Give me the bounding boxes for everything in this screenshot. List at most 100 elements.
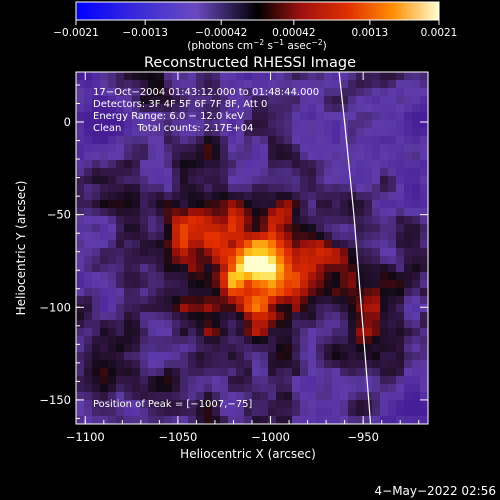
heatmap-cell bbox=[244, 144, 253, 153]
heatmap-cell bbox=[340, 88, 349, 97]
heatmap-cell bbox=[92, 192, 101, 201]
heatmap-cell bbox=[252, 104, 261, 113]
heatmap-cell bbox=[316, 216, 325, 225]
heatmap-cell bbox=[180, 160, 189, 169]
heatmap-cell bbox=[308, 280, 317, 289]
heatmap-cell bbox=[260, 384, 269, 393]
heatmap-cell bbox=[164, 344, 173, 353]
heatmap-cell bbox=[268, 312, 277, 321]
heatmap-cell bbox=[244, 120, 253, 129]
heatmap-cell bbox=[284, 280, 293, 289]
heatmap-cell bbox=[268, 216, 277, 225]
heatmap-cell bbox=[140, 360, 149, 369]
heatmap-cell bbox=[244, 160, 253, 169]
heatmap-cell bbox=[308, 360, 317, 369]
heatmap-cell bbox=[108, 160, 117, 169]
heatmap-cell bbox=[348, 256, 357, 265]
heatmap-cell bbox=[284, 384, 293, 393]
heatmap-cell bbox=[404, 128, 413, 137]
heatmap-cell bbox=[132, 264, 141, 273]
heatmap-cell bbox=[252, 200, 261, 209]
heatmap-cell bbox=[260, 368, 269, 377]
heatmap-cell bbox=[76, 136, 85, 145]
heatmap-cell bbox=[292, 312, 301, 321]
heatmap-cell bbox=[196, 408, 205, 417]
heatmap-cell bbox=[388, 192, 397, 201]
heatmap-cell bbox=[148, 104, 157, 113]
heatmap-cell bbox=[420, 104, 428, 113]
heatmap-cell bbox=[140, 400, 149, 409]
heatmap-cell bbox=[236, 304, 245, 313]
heatmap-cell bbox=[148, 280, 157, 289]
heatmap-cell bbox=[292, 256, 301, 265]
heatmap-cell bbox=[300, 104, 309, 113]
heatmap-cell bbox=[92, 400, 101, 409]
heatmap-cell bbox=[132, 360, 141, 369]
heatmap-cell bbox=[252, 72, 261, 81]
heatmap-cell bbox=[244, 336, 253, 345]
heatmap-cell bbox=[316, 408, 325, 417]
heatmap-cell bbox=[84, 248, 93, 257]
heatmap-cell bbox=[116, 352, 125, 361]
heatmap-cell bbox=[388, 136, 397, 145]
heatmap-cell bbox=[404, 232, 413, 241]
heatmap-cell bbox=[396, 184, 405, 193]
heatmap-cell bbox=[340, 184, 349, 193]
heatmap-cell bbox=[284, 136, 293, 145]
heatmap-cell bbox=[324, 88, 333, 97]
heatmap-cell bbox=[148, 88, 157, 97]
heatmap-cell bbox=[228, 344, 237, 353]
heatmap-cell bbox=[276, 176, 285, 185]
heatmap-cell bbox=[348, 240, 357, 249]
heatmap-cell bbox=[196, 288, 205, 297]
heatmap-cell bbox=[292, 160, 301, 169]
heatmap-cell bbox=[364, 216, 373, 225]
heatmap-cell bbox=[212, 248, 221, 257]
heatmap-cell bbox=[284, 368, 293, 377]
heatmap-cell bbox=[340, 80, 349, 89]
heatmap-cell bbox=[164, 352, 173, 361]
heatmap-cell bbox=[84, 296, 93, 305]
heatmap-cell bbox=[396, 368, 405, 377]
heatmap-cell bbox=[180, 128, 189, 137]
heatmap-cell bbox=[140, 248, 149, 257]
heatmap-cell bbox=[372, 176, 381, 185]
heatmap-cell bbox=[212, 200, 221, 209]
heatmap-cell bbox=[204, 224, 213, 233]
heatmap-cell bbox=[268, 416, 277, 424]
heatmap-cell bbox=[420, 368, 428, 377]
heatmap-cell bbox=[364, 376, 373, 385]
heatmap-cell bbox=[276, 184, 285, 193]
heatmap-cell bbox=[420, 256, 428, 265]
heatmap-cell bbox=[412, 120, 421, 129]
heatmap-cell bbox=[260, 272, 269, 281]
heatmap-cell bbox=[76, 312, 85, 321]
heatmap-cell bbox=[420, 408, 428, 417]
heatmap-cell bbox=[212, 112, 221, 121]
heatmap-cell bbox=[404, 216, 413, 225]
heatmap-cell bbox=[348, 336, 357, 345]
heatmap-cell bbox=[396, 152, 405, 161]
heatmap-cell bbox=[204, 336, 213, 345]
heatmap-cell bbox=[124, 216, 133, 225]
heatmap-cell bbox=[372, 320, 381, 329]
heatmap-cell bbox=[172, 216, 181, 225]
heatmap-cell bbox=[316, 208, 325, 217]
heatmap-cell bbox=[340, 360, 349, 369]
heatmap-cell bbox=[108, 296, 117, 305]
heatmap-cell bbox=[340, 400, 349, 409]
heatmap-cell bbox=[148, 256, 157, 265]
heatmap-cell bbox=[404, 184, 413, 193]
heatmap-cell bbox=[340, 208, 349, 217]
heatmap-cell bbox=[116, 312, 125, 321]
heatmap-cell bbox=[300, 168, 309, 177]
heatmap-cell bbox=[164, 72, 173, 81]
heatmap-cell bbox=[212, 160, 221, 169]
heatmap-cell bbox=[284, 176, 293, 185]
heatmap-cell bbox=[348, 296, 357, 305]
heatmap-cell bbox=[204, 304, 213, 313]
heatmap-cell bbox=[236, 168, 245, 177]
heatmap-cell bbox=[420, 120, 428, 129]
heatmap-cell bbox=[276, 240, 285, 249]
heatmap-cell bbox=[212, 384, 221, 393]
